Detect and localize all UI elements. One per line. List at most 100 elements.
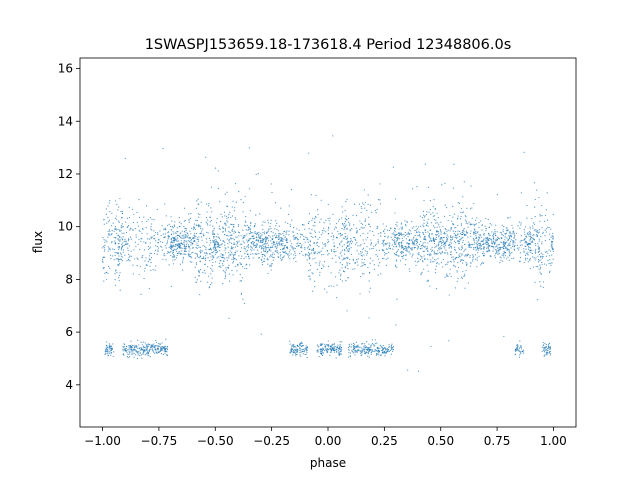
data-point [460,276,463,278]
data-point [394,198,397,200]
data-point [128,351,131,353]
data-point [157,232,159,234]
data-point [184,233,186,236]
data-point [447,219,449,222]
data-point [245,251,247,253]
data-point [289,240,291,242]
data-point [172,250,175,252]
data-point [371,248,373,250]
data-point [269,254,272,256]
data-point [536,234,539,237]
data-point [322,352,325,354]
data-point [546,219,549,221]
data-point [544,342,546,345]
data-point [435,288,438,290]
data-point [339,353,341,355]
data-point [427,186,430,189]
data-point [109,350,111,352]
data-point [289,223,291,225]
data-point [189,238,191,240]
data-point [272,238,274,240]
data-point [365,345,367,347]
data-point [134,349,136,351]
data-point [290,347,293,349]
data-point [455,231,457,233]
data-point [200,221,202,224]
data-point [212,225,214,227]
data-point [211,277,213,279]
x-axis-ticks: −1.00 −0.75 −0.50 −0.25 0.00 0.25 0.50 0.75 1.00 [84,427,567,448]
data-point [538,247,541,249]
data-point [222,227,224,230]
data-point [212,240,214,242]
data-point [219,246,221,248]
data-point [442,258,444,261]
data-point [361,262,363,264]
data-point [452,256,454,258]
data-point [361,202,364,204]
data-point [360,352,362,354]
data-point [118,259,120,261]
data-point [376,353,378,355]
data-point [263,260,265,262]
data-point [162,241,164,243]
data-point [156,208,158,210]
data-point [367,355,369,357]
data-point [303,224,305,226]
data-point [529,226,531,228]
data-point [157,351,159,354]
data-point [281,257,283,259]
data-point [385,244,387,246]
data-point [298,229,300,231]
data-point [308,255,310,257]
data-point [502,246,504,248]
data-point [216,218,218,220]
data-point [130,250,132,252]
data-point [387,237,389,239]
data-point [450,254,452,256]
data-point [440,233,442,235]
data-point [250,221,252,224]
data-point [508,249,510,251]
data-point [228,239,231,241]
data-point [515,239,517,241]
data-point [505,247,507,249]
data-point [424,235,426,237]
data-point [180,232,182,234]
data-point [363,350,365,353]
data-point [170,244,172,246]
data-point [297,239,299,241]
data-point [229,254,232,256]
data-point [344,267,347,269]
data-point [426,221,428,223]
data-point [190,240,192,242]
data-point [255,232,257,234]
data-point [177,243,179,245]
data-point [135,349,137,351]
data-point [143,241,145,243]
data-point [196,220,198,222]
data-point [464,255,466,257]
data-point [400,253,403,255]
data-point [447,236,449,238]
data-point [226,259,228,261]
data-point [299,348,301,350]
data-point [395,234,397,236]
data-point [161,249,163,251]
data-point [526,253,529,255]
data-point [148,238,151,240]
data-point [468,246,470,248]
data-point [248,147,251,149]
data-point [485,237,487,239]
data-point [272,232,274,234]
data-point [153,345,155,347]
data-point [173,224,176,226]
data-point [417,247,419,249]
data-point [201,250,204,252]
data-point [316,349,319,351]
data-point [366,250,368,253]
data-point [167,224,169,227]
data-point [128,216,131,219]
data-point [225,223,227,225]
data-point [308,152,310,154]
